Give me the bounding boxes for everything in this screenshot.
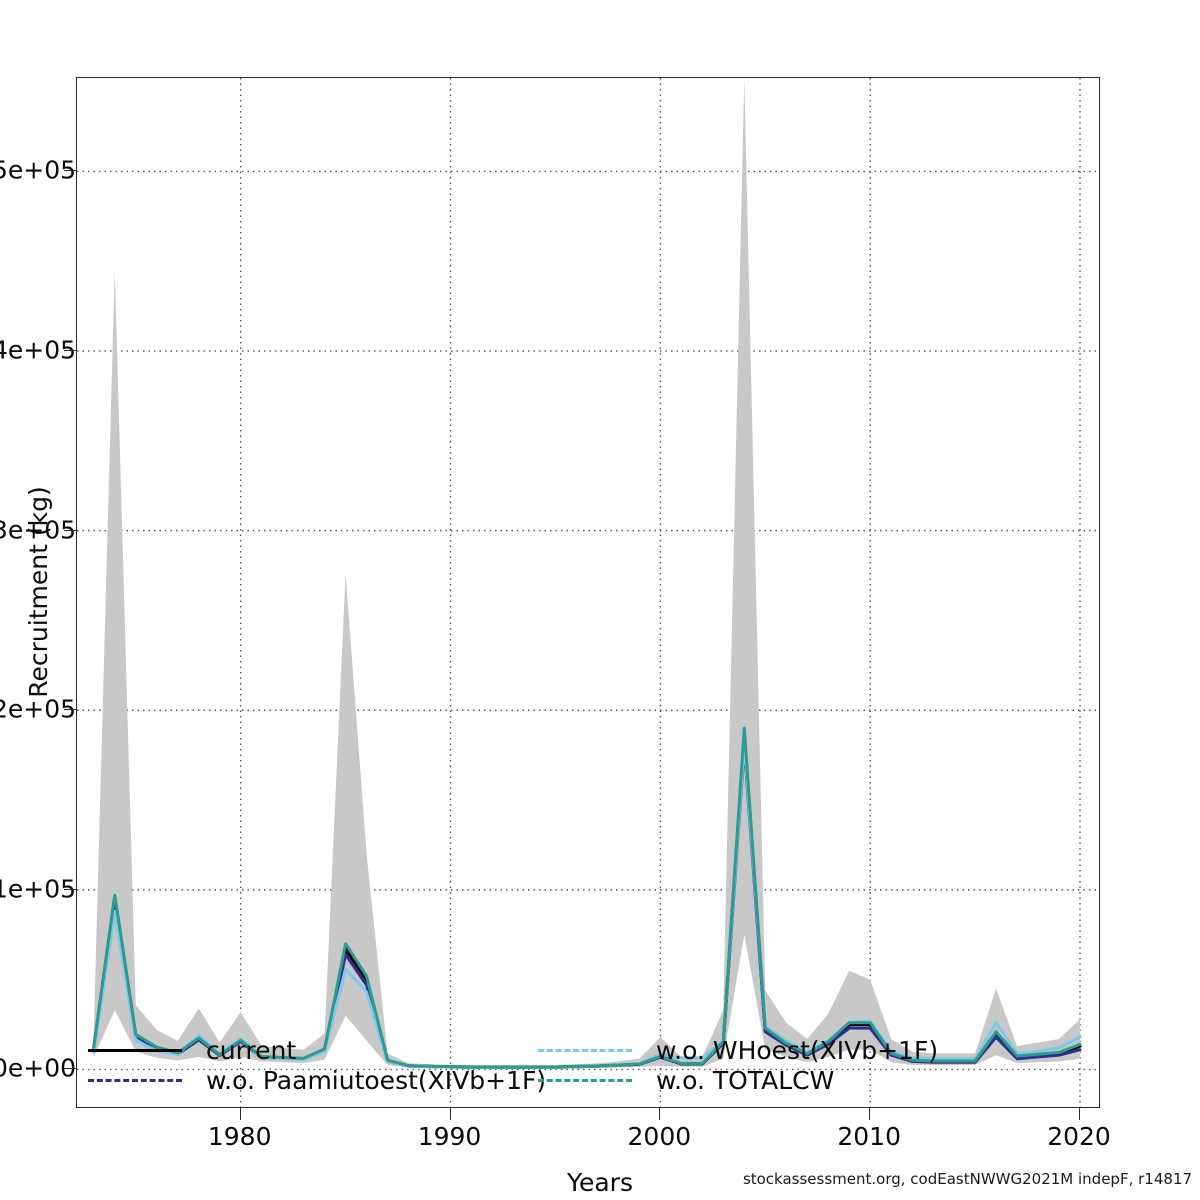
x-tick-label: 2000 (627, 1122, 692, 1151)
y-tick-mark (64, 709, 76, 711)
y-tick-label: 2e+05 (0, 694, 77, 724)
y-tick-mark (64, 350, 76, 352)
legend-line-swatch (538, 1079, 632, 1082)
legend-line-swatch (88, 1079, 182, 1082)
legend-label-0: current (206, 1035, 297, 1065)
y-tick-label: 0e+00 (0, 1053, 77, 1083)
x-tick-mark (869, 1108, 871, 1120)
x-tick-label: 1980 (207, 1122, 272, 1151)
legend-label-3: w.o. TOTALCW (656, 1065, 835, 1095)
plot-clip (77, 78, 1099, 1107)
y-tick-mark (64, 1068, 76, 1070)
legend-key-2 (534, 1035, 654, 1065)
y-tick-mark (64, 888, 76, 890)
y-tick-label: 4e+05 (0, 335, 77, 365)
x-tick-label: 2010 (837, 1122, 901, 1151)
y-tick-label: 3e+05 (0, 515, 77, 545)
confidence-band (93, 78, 1081, 1069)
legend-line-swatch (538, 1049, 632, 1052)
x-tick-label: 1990 (417, 1122, 482, 1151)
series-line-3 (92, 726, 1082, 1069)
x-tick-mark (659, 1108, 661, 1120)
legend-key-0 (84, 1035, 204, 1065)
legend-key-1 (84, 1065, 204, 1095)
x-tick-mark (239, 1108, 241, 1120)
y-tick-label: 5e+05 (0, 155, 77, 185)
legend-label-1: w.o. Paamiutoest(XIVb+1F) (206, 1065, 547, 1095)
legend-key-3 (534, 1065, 654, 1095)
legend-label-2: w.o. WHoest(XIVb+1F) (656, 1035, 939, 1065)
y-axis-title: Recruitment (kg) (24, 486, 53, 698)
legend-line-swatch (88, 1049, 182, 1052)
chart-legend: current w.o. WHoest(XIVb+1F) w.o. Paamiuto… (84, 1035, 938, 1095)
x-tick-mark (1079, 1108, 1081, 1120)
y-tick-mark (64, 529, 76, 531)
x-tick-mark (449, 1108, 451, 1120)
x-axis-title: Years (567, 1168, 633, 1197)
y-tick-mark (64, 170, 76, 172)
x-tick-label: 2020 (1047, 1122, 1111, 1151)
y-tick-label: 1e+05 (0, 874, 77, 904)
footer-credit: stockassessment.org, codEastNWWG2021M in… (742, 1170, 1192, 1188)
plot-area (76, 77, 1100, 1108)
chart-svg (77, 78, 1099, 1107)
